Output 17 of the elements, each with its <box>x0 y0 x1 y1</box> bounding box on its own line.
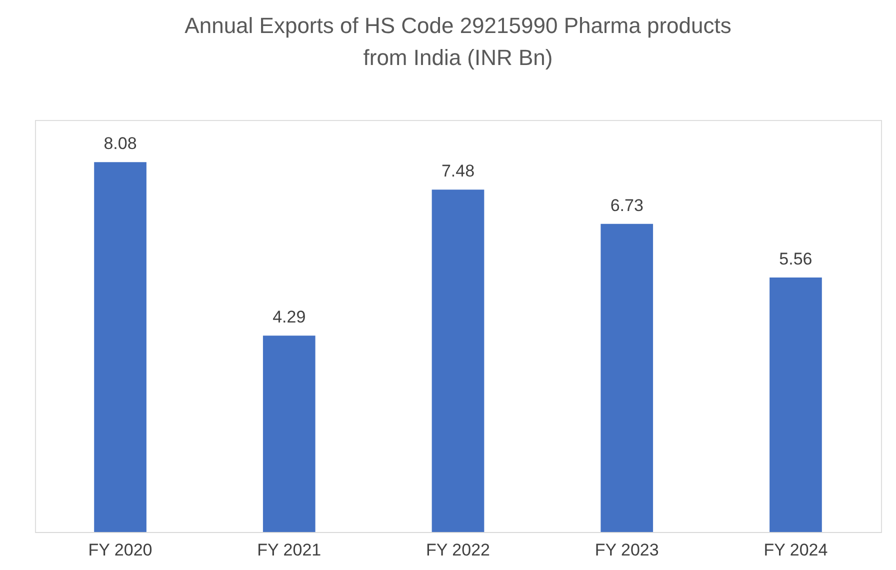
data-label: 6.73 <box>610 196 644 215</box>
data-label: 5.56 <box>779 249 812 268</box>
data-label: 8.08 <box>104 134 137 154</box>
x-tick-label: FY 2020 <box>88 540 152 560</box>
data-label: 7.48 <box>441 162 475 181</box>
text: Annual Exports of HS Code 29215990 Pharma products <box>184 13 732 38</box>
x-tick-label: FY 2021 <box>257 540 322 560</box>
bar <box>262 336 316 532</box>
text: from India (INR Bn) <box>363 45 553 70</box>
x-tick-label: FY 2023 <box>594 540 659 560</box>
x-tick-label: FY 2022 <box>426 540 490 560</box>
bar <box>94 162 146 532</box>
bar <box>600 224 654 532</box>
bar <box>770 277 822 532</box>
x-tick-label: FY 2024 <box>764 540 828 560</box>
bar <box>432 190 484 532</box>
data-label: 4.29 <box>272 308 306 327</box>
